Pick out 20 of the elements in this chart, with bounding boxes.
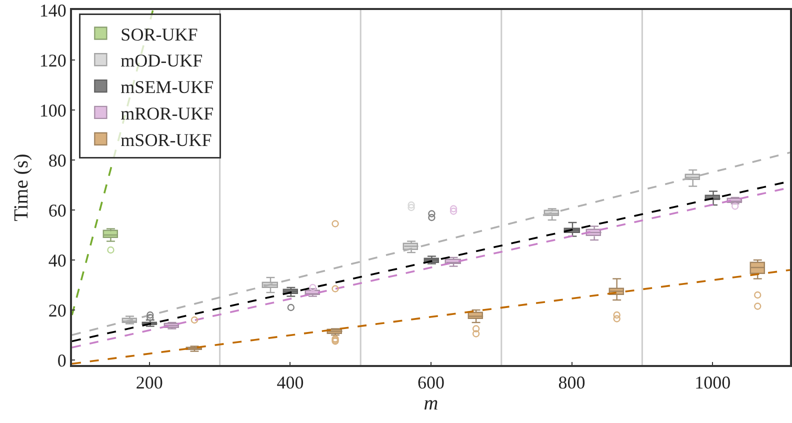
y-tick-label: 140 — [39, 0, 66, 20]
x-tick-label: 200 — [136, 372, 163, 393]
y-tick-label: 100 — [39, 100, 66, 120]
y-tick-label: 60 — [48, 200, 66, 220]
legend-label: mROR-UKF — [120, 103, 214, 124]
y-tick-label: 20 — [48, 300, 66, 320]
x-axis-title: m — [424, 392, 438, 415]
x-tick-label: 600 — [418, 372, 444, 393]
y-axis-title: Time (s) — [10, 154, 32, 222]
y-tick-label: 120 — [39, 50, 66, 70]
x-tick-label: 800 — [558, 372, 586, 393]
y-tick-label: 80 — [48, 150, 66, 170]
x-tick-label: 400 — [276, 372, 304, 393]
legend-label: mSEM-UKF — [120, 77, 214, 98]
y-tick-label: 0 — [57, 350, 66, 370]
legend-label: mOD-UKF — [120, 50, 203, 71]
legend-label: SOR-UKF — [120, 24, 198, 44]
y-tick-label: 40 — [48, 250, 66, 270]
legend-label: mSOR-UKF — [120, 130, 212, 150]
x-tick-label: 1000 — [694, 372, 731, 393]
